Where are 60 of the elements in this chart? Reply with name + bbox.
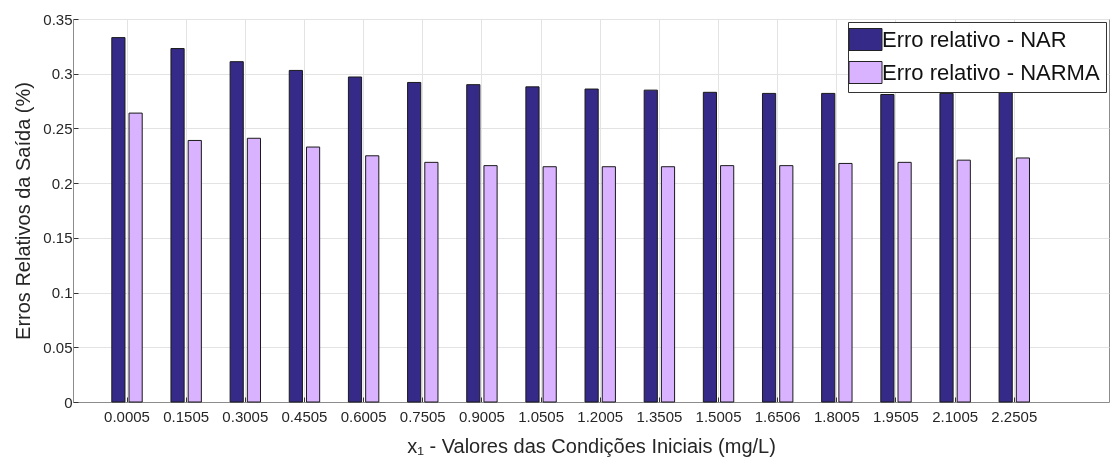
- bar: [1015, 157, 1030, 403]
- bar: [761, 92, 777, 403]
- bar: [702, 91, 718, 403]
- bar: [939, 92, 954, 403]
- y-tick-label: 0.2: [51, 174, 73, 192]
- y-tick-label: 0: [64, 393, 73, 411]
- bar: [838, 162, 853, 403]
- x-tick-label: 1.8005: [813, 407, 860, 425]
- x-tick-label: 0.7505: [399, 407, 446, 425]
- bar: [880, 94, 895, 403]
- bar: [170, 48, 185, 403]
- x-tick-label: 0.6005: [340, 407, 387, 425]
- bar: [779, 165, 794, 403]
- bar: [424, 161, 439, 403]
- y-tick-label: 0.15: [43, 229, 73, 247]
- bar: [998, 91, 1013, 403]
- bar: [720, 165, 735, 403]
- x-tick-label: 1.0505: [518, 407, 565, 425]
- bar: [187, 139, 202, 403]
- bar: [643, 89, 658, 403]
- x-tick-label: 1.3505: [636, 407, 683, 425]
- bar: [525, 86, 540, 403]
- x-tick-label: 1.2005: [577, 407, 624, 425]
- bar: [288, 69, 303, 403]
- bar: [365, 155, 380, 403]
- bar: [305, 146, 321, 403]
- y-tick-label: 0.05: [43, 338, 73, 356]
- bar: [128, 112, 143, 403]
- x-tick-label: 0.0005: [104, 407, 150, 425]
- x-tick-label: 1.6506: [754, 407, 801, 425]
- y-tick-label: 0.3: [51, 65, 73, 83]
- bar: [601, 166, 616, 403]
- x-axis-title: x₁ - Valores das Condições Iniciais (mg/L): [407, 434, 776, 457]
- y-tick-label: 0.1: [51, 284, 73, 302]
- legend-label: Erro relativo - NAR: [882, 26, 1067, 52]
- bar: [347, 76, 363, 403]
- y-tick-label: 0.35: [43, 10, 73, 28]
- bar: [483, 165, 498, 403]
- x-tick-label: 0.4505: [281, 407, 328, 425]
- bar: [407, 81, 422, 403]
- bar: [111, 37, 126, 403]
- bar: [956, 159, 971, 403]
- x-tick-label: 1.5005: [695, 407, 742, 425]
- x-tick-label: 2.1005: [932, 407, 979, 425]
- x-tick-label: 0.1505: [163, 407, 210, 425]
- bar: [229, 61, 244, 403]
- y-axis-title: Erros Relativos da Saída (%): [12, 82, 35, 340]
- x-tick-label: 1.9505: [873, 407, 919, 425]
- bar: [466, 84, 481, 403]
- x-tick-label: 2.2505: [991, 407, 1038, 425]
- legend-label: Erro relativo - NARMA: [882, 59, 1100, 85]
- x-tick-label: 0.9005: [458, 407, 505, 425]
- x-tick-label: 0.3005: [222, 407, 269, 425]
- bar: [246, 137, 262, 403]
- bar: [897, 161, 912, 403]
- y-tick-label: 0.25: [43, 119, 73, 137]
- bar: [584, 88, 599, 403]
- bar: [542, 166, 557, 403]
- bar: [821, 92, 836, 403]
- bar: [660, 166, 676, 403]
